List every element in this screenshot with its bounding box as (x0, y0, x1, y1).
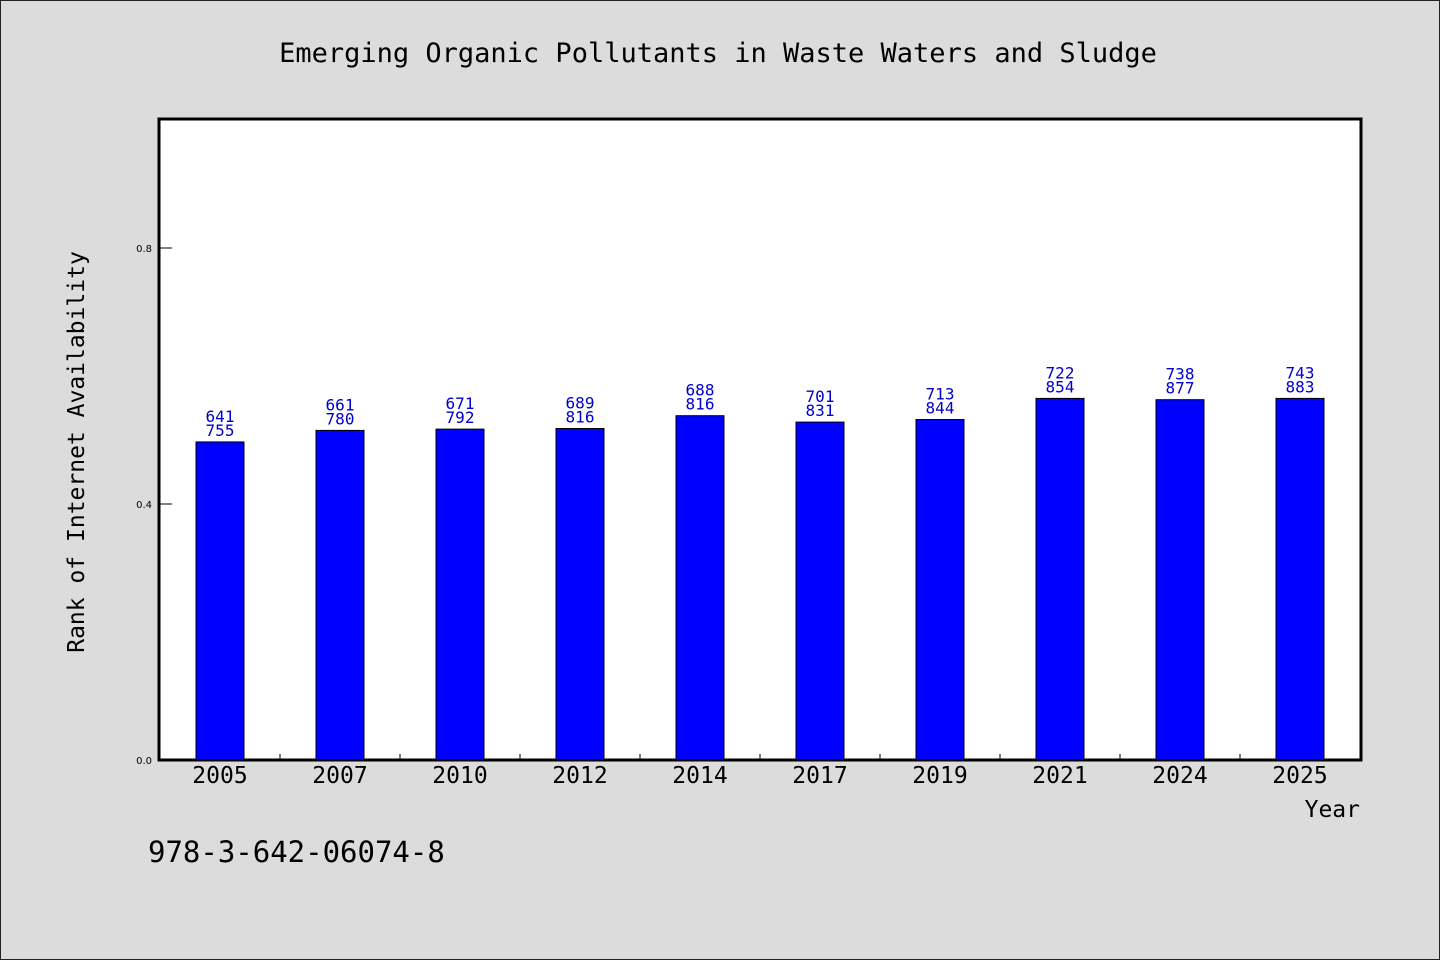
data-label-top-2021: 722 (1046, 363, 1075, 382)
data-label-top-2019: 713 (926, 385, 955, 404)
bar-2005 (195, 441, 245, 761)
x-tick-label-2025: 2025 (1272, 763, 1327, 789)
x-tick-label-2017: 2017 (792, 763, 847, 789)
data-label-bottom-2025: 883 (1286, 377, 1315, 396)
data-label-top-2012: 689 (566, 393, 595, 412)
y-tick-label: 0.8 (136, 244, 152, 255)
y-axis-ticks: 0.0 0.4 0.8 (136, 244, 172, 767)
x-tick-label-2024: 2024 (1152, 763, 1207, 789)
x-tick-label-2014: 2014 (672, 763, 727, 789)
data-label-bottom-2010: 792 (446, 408, 475, 427)
bar-2010 (435, 428, 485, 761)
data-label-top-2014: 688 (686, 381, 715, 400)
x-tick-label-2005: 2005 (192, 763, 247, 789)
x-tick-label-2019: 2019 (912, 763, 967, 789)
data-label-bottom-2024: 877 (1166, 379, 1195, 398)
bar-2014 (675, 415, 725, 761)
y-tick-label: 0.0 (136, 756, 152, 767)
chart-title: Emerging Organic Pollutants in Waste Wat… (279, 38, 1157, 69)
bar-2024 (1155, 399, 1205, 761)
bar-2017 (795, 421, 845, 761)
y-axis-label: Rank of Internet Availability (64, 251, 90, 653)
bar-2025 (1275, 397, 1325, 761)
data-label-bottom-2012: 816 (566, 407, 595, 426)
data-label-top-2005: 641 (206, 407, 235, 426)
data-label-top-2025: 743 (1286, 363, 1315, 382)
x-tick-label-2012: 2012 (552, 763, 607, 789)
data-label-bottom-2021: 854 (1046, 377, 1075, 396)
bar-2019 (915, 419, 965, 761)
x-axis-ticks: 2005 2007 2010 2012 2014 2017 2019 2021 2024 2025 (192, 754, 1328, 789)
x-tick-label-2021: 2021 (1032, 763, 1087, 789)
isbn-label: 978-3-642-06074-8 (148, 835, 445, 869)
y-tick-label: 0.4 (136, 500, 152, 511)
data-label-bottom-2019: 844 (926, 399, 955, 418)
data-label-bottom-2007: 780 (326, 409, 355, 428)
data-label-bottom-2017: 831 (806, 401, 835, 420)
data-label-top-2017: 701 (806, 387, 835, 406)
x-axis-label: Year (1305, 797, 1360, 823)
data-label-bottom-2014: 816 (686, 395, 715, 414)
data-label-top-2024: 738 (1166, 365, 1195, 384)
data-label-top-2007: 661 (326, 395, 355, 414)
bar-2007 (315, 429, 365, 761)
data-label-top-2010: 671 (446, 394, 475, 413)
data-label-bottom-2005: 755 (206, 421, 235, 440)
bars-layer (195, 397, 1325, 761)
x-tick-label-2010: 2010 (432, 763, 487, 789)
bar-2021 (1035, 397, 1085, 761)
x-tick-label-2007: 2007 (312, 763, 367, 789)
bar-2012 (555, 427, 605, 761)
